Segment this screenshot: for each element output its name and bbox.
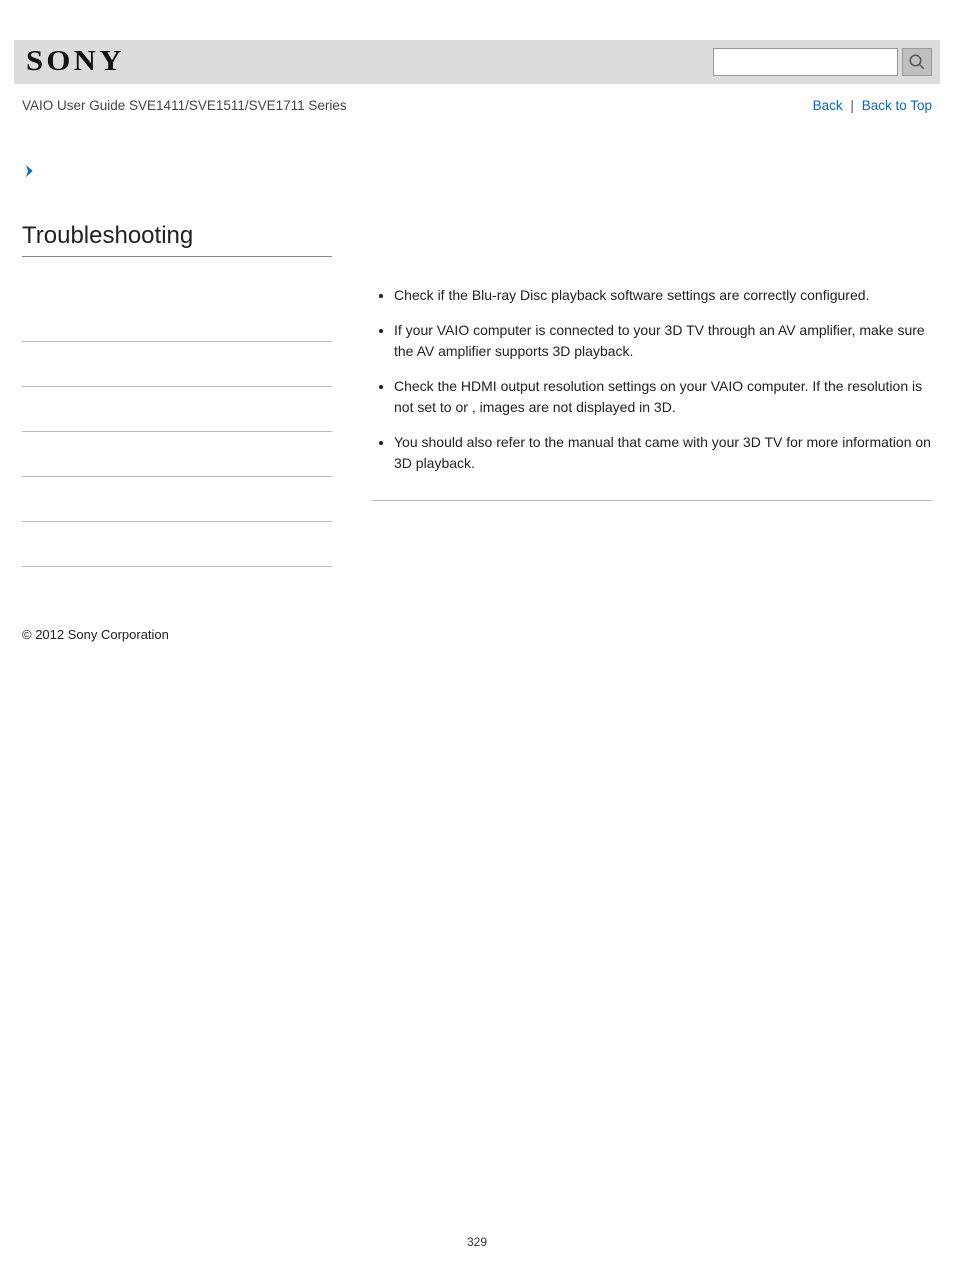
header-bar: SONY bbox=[14, 40, 940, 84]
list-item: You should also refer to the manual that… bbox=[394, 432, 932, 474]
guide-title: VAIO User Guide SVE1411/SVE1511/SVE1711 … bbox=[22, 98, 347, 113]
chevron-right-icon bbox=[22, 163, 38, 179]
sidebar-row[interactable] bbox=[22, 342, 332, 387]
page-title: Troubleshooting bbox=[22, 222, 332, 257]
sidebar-row[interactable] bbox=[22, 522, 332, 567]
list-item: Check if the Blu-ray Disc playback softw… bbox=[394, 285, 932, 306]
sidebar-row[interactable] bbox=[22, 477, 332, 522]
back-to-top-link[interactable]: Back to Top bbox=[862, 98, 932, 113]
page-number: 329 bbox=[0, 1235, 954, 1249]
search-icon bbox=[908, 53, 926, 71]
search-input[interactable] bbox=[713, 48, 898, 76]
sidebar: Troubleshooting bbox=[22, 163, 332, 567]
subheader: VAIO User Guide SVE1411/SVE1511/SVE1711 … bbox=[0, 84, 954, 123]
back-link[interactable]: Back bbox=[813, 98, 843, 113]
nav-links: Back | Back to Top bbox=[813, 98, 932, 113]
sidebar-row[interactable] bbox=[22, 297, 332, 342]
list-item: If your VAIO computer is connected to yo… bbox=[394, 320, 932, 362]
bullet-list: Check if the Blu-ray Disc playback softw… bbox=[372, 285, 932, 474]
search-button[interactable] bbox=[902, 48, 932, 76]
content: Troubleshooting Check if the Blu-ray Dis… bbox=[0, 123, 954, 567]
main-content: Check if the Blu-ray Disc playback softw… bbox=[372, 163, 932, 567]
search-wrap bbox=[713, 48, 932, 76]
sidebar-row[interactable] bbox=[22, 387, 332, 432]
link-separator: | bbox=[846, 98, 858, 113]
content-divider bbox=[372, 500, 932, 501]
list-item: Check the HDMI output resolution setting… bbox=[394, 376, 932, 418]
sidebar-row[interactable] bbox=[22, 432, 332, 477]
sidebar-rows bbox=[22, 297, 332, 567]
copyright: © 2012 Sony Corporation bbox=[0, 567, 954, 642]
sony-logo: SONY bbox=[26, 46, 125, 78]
